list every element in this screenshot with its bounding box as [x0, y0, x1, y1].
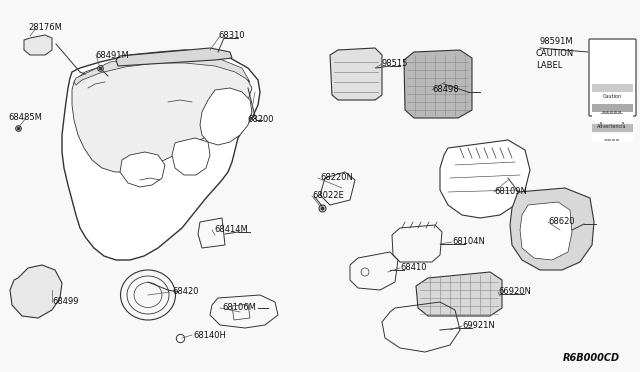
Text: LABEL: LABEL [536, 61, 563, 71]
Text: 68414M: 68414M [214, 225, 248, 234]
Text: 66920N: 66920N [498, 288, 531, 296]
Polygon shape [440, 140, 530, 218]
Text: CAUTION: CAUTION [536, 49, 574, 58]
Polygon shape [520, 202, 572, 260]
Text: 68220N: 68220N [320, 173, 353, 183]
Bar [592, 114, 633, 122]
Text: 68106M: 68106M [222, 304, 256, 312]
FancyBboxPatch shape [601, 114, 623, 131]
Polygon shape [330, 48, 382, 100]
Text: 98515: 98515 [382, 60, 408, 68]
Bar [592, 104, 633, 112]
Text: 68420: 68420 [172, 288, 198, 296]
Polygon shape [24, 35, 52, 55]
Polygon shape [72, 56, 252, 172]
Polygon shape [74, 54, 250, 85]
Polygon shape [510, 188, 594, 270]
Text: 68022E: 68022E [312, 192, 344, 201]
Bar [592, 94, 633, 102]
Text: R6B000CD: R6B000CD [563, 353, 620, 363]
Text: 68620: 68620 [548, 218, 575, 227]
Polygon shape [200, 88, 252, 145]
Polygon shape [120, 152, 165, 187]
Polygon shape [416, 272, 502, 316]
Text: =====: ===== [602, 110, 622, 115]
Text: 68140H: 68140H [193, 330, 226, 340]
Bar [592, 124, 633, 132]
Bar [592, 84, 633, 92]
Text: 68491M: 68491M [95, 51, 129, 60]
Text: 68104N: 68104N [452, 237, 485, 247]
Text: 68109N: 68109N [494, 187, 527, 196]
Text: 68485M: 68485M [8, 113, 42, 122]
Text: 68310: 68310 [218, 32, 244, 41]
Text: 98591M: 98591M [540, 38, 573, 46]
Text: 69921N: 69921N [462, 321, 495, 330]
FancyBboxPatch shape [589, 39, 636, 116]
Text: 68498: 68498 [432, 86, 459, 94]
Polygon shape [404, 50, 472, 118]
Text: 28176M: 28176M [28, 23, 62, 32]
Text: 68410: 68410 [400, 263, 426, 273]
Polygon shape [116, 48, 232, 66]
Text: 68200: 68200 [247, 115, 273, 125]
Polygon shape [62, 50, 260, 260]
Text: Caution: Caution [602, 94, 621, 99]
Polygon shape [172, 138, 210, 175]
Polygon shape [10, 265, 62, 318]
Text: Advertencia: Advertencia [597, 125, 627, 129]
Bar [592, 134, 633, 142]
Text: 68499: 68499 [52, 298, 79, 307]
Text: ====: ==== [604, 138, 620, 144]
